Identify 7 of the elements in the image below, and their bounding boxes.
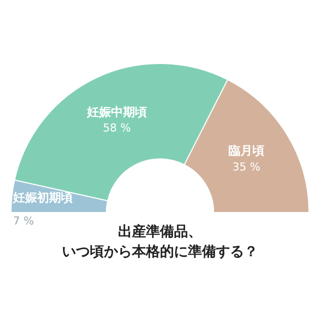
text: 出産準備品、いつ頃から本格的に準備する？ [62,224,258,260]
slice-label: 妊娠中期頃 [86,104,147,119]
data-label: 7 % [13,214,34,228]
data-label: 35 % [232,160,260,174]
slice-label: 妊娠初期頃 [12,190,73,205]
slice-label: 臨月頃 [228,144,264,158]
data-label: 58 % [102,122,131,135]
